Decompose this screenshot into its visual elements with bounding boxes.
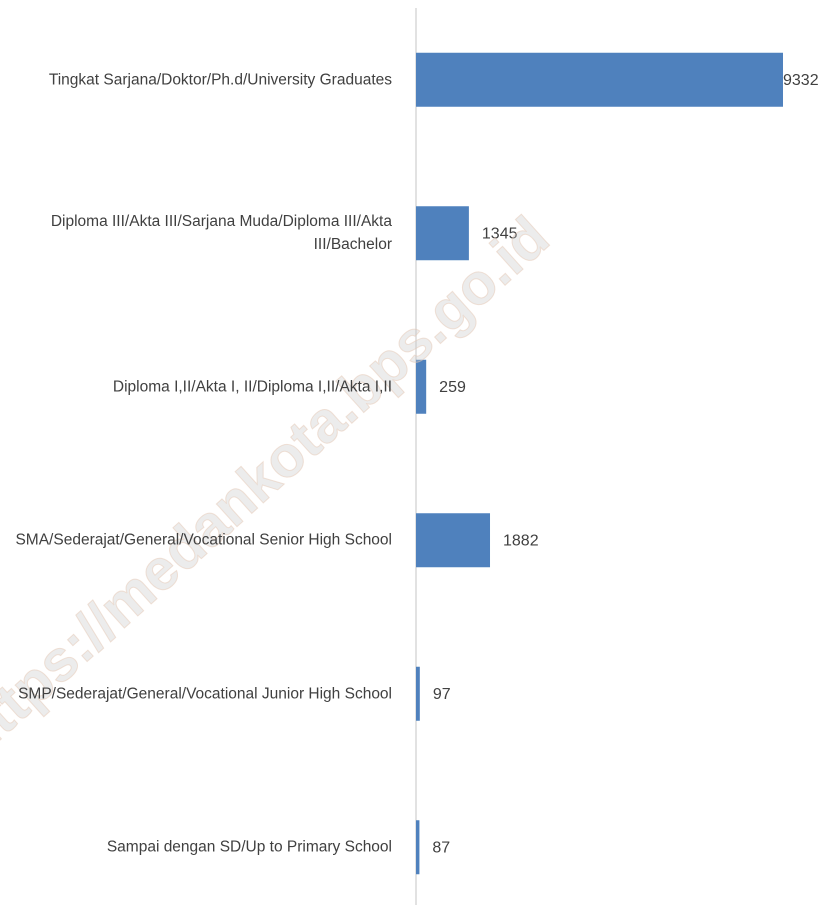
value-label: 87: [432, 839, 450, 856]
bar: [416, 513, 491, 568]
value-label: 1882: [503, 532, 539, 549]
bar: [416, 820, 420, 875]
bar: [416, 359, 427, 414]
value-label: 9332: [783, 72, 819, 89]
category-label: Sampai dengan SD/Up to Primary School: [106, 838, 392, 856]
bar: [416, 206, 469, 261]
category-label: SMA/Sederajat/General/Vocational Senior …: [15, 531, 392, 549]
category-label: Diploma III/Akta III/Sarjana Muda/Diplom…: [50, 213, 392, 254]
category-label: Diploma I,II/Akta I, II/Diploma I,II/Akt…: [112, 378, 392, 396]
category-label: SMP/Sederajat/General/Vocational Junior …: [18, 685, 392, 703]
value-label: 97: [433, 686, 451, 703]
value-label: 259: [439, 379, 466, 396]
category-label: Tingkat Sarjana/Doktor/Ph.d/University G…: [48, 71, 392, 89]
bar: [416, 52, 783, 107]
bar: [416, 666, 420, 721]
value-label: 1345: [482, 225, 518, 242]
